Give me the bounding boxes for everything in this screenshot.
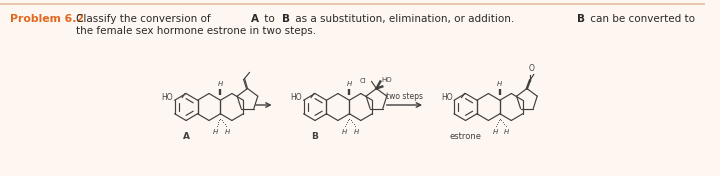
Text: HO: HO [162, 93, 174, 102]
Text: Classify the conversion of: Classify the conversion of [76, 14, 215, 24]
Text: A: A [251, 14, 258, 24]
Text: O: O [529, 64, 535, 73]
Text: as a substitution, elimination, or addition.: as a substitution, elimination, or addit… [292, 14, 518, 24]
Text: H: H [492, 129, 498, 135]
Text: B: B [282, 14, 290, 24]
Text: H: H [504, 129, 509, 135]
Text: H: H [342, 129, 347, 135]
Text: Problem 6.2: Problem 6.2 [10, 14, 84, 24]
Text: B: B [312, 132, 318, 141]
Text: can be converted to: can be converted to [588, 14, 696, 24]
Text: B: B [577, 14, 585, 24]
Text: H: H [498, 81, 503, 87]
Text: H: H [225, 129, 230, 135]
Text: two steps: two steps [386, 92, 423, 101]
Text: HO: HO [291, 93, 302, 102]
Text: Cl: Cl [360, 77, 366, 83]
Text: HO: HO [382, 77, 392, 83]
Text: H: H [347, 81, 352, 87]
Text: HO: HO [441, 93, 453, 102]
Text: H: H [213, 129, 218, 135]
Text: to: to [261, 14, 278, 24]
Text: the female sex hormone estrone in two steps.: the female sex hormone estrone in two st… [76, 26, 317, 36]
Text: H: H [354, 129, 359, 135]
Text: H: H [218, 81, 223, 87]
Text: A: A [183, 132, 189, 141]
Text: estrone: estrone [449, 132, 482, 141]
